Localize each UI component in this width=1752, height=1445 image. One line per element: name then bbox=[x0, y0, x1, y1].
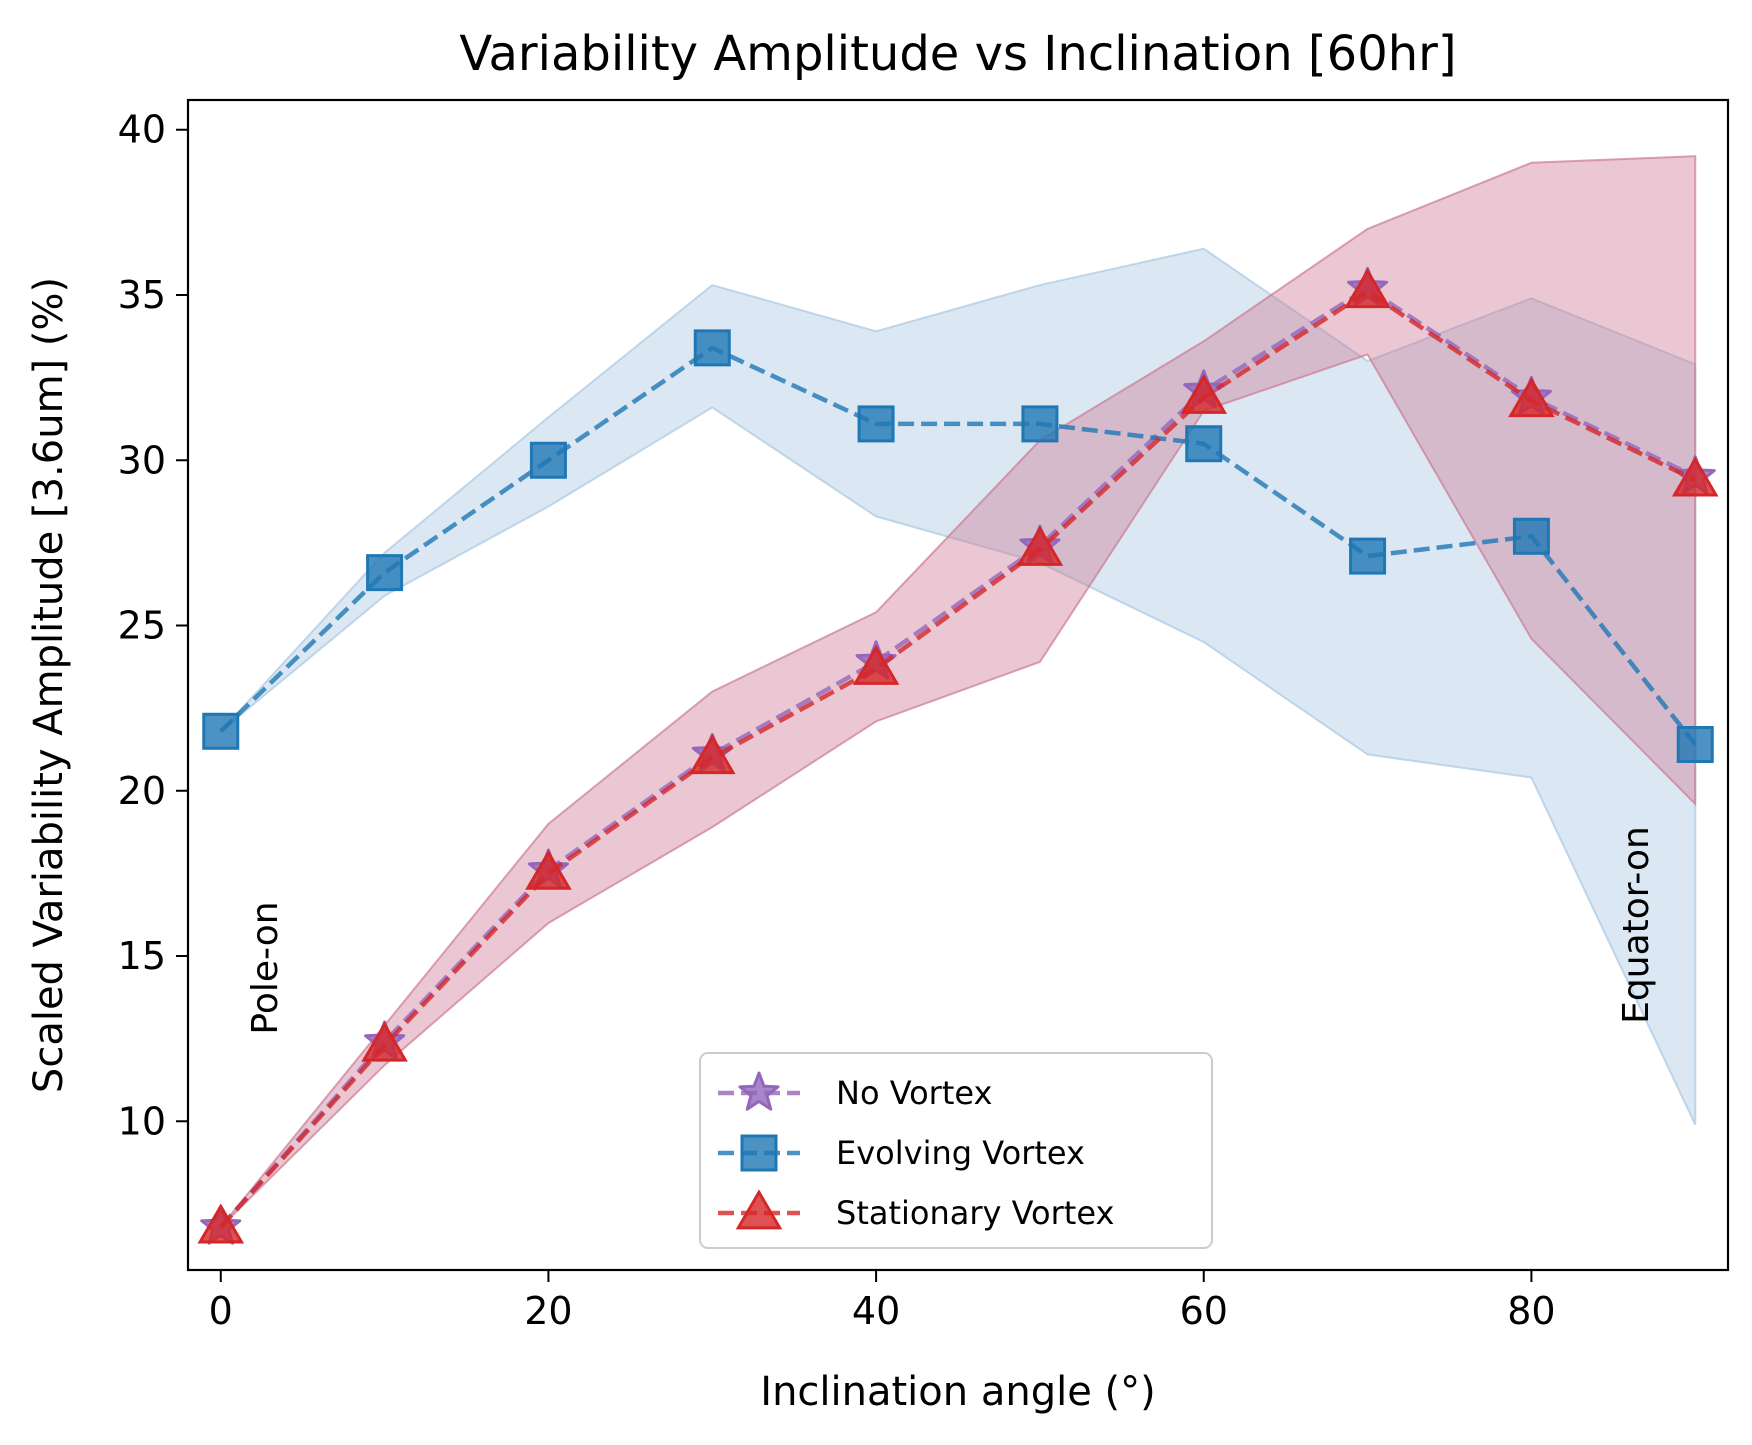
point-stationary-vortex-30 bbox=[688, 734, 736, 775]
point-stationary-vortex-90 bbox=[1671, 456, 1719, 497]
series-group bbox=[197, 266, 1719, 1245]
x-tick-label: 40 bbox=[852, 1289, 900, 1333]
legend-label: Evolving Vortex bbox=[836, 1134, 1085, 1172]
line-evolving-vortex bbox=[219, 345, 1698, 746]
y-tick-label: 20 bbox=[118, 769, 166, 813]
point-evolving-vortex-90 bbox=[1676, 725, 1714, 763]
y-tick-label: 25 bbox=[118, 604, 166, 648]
series-stationary-vortex bbox=[197, 268, 1719, 1244]
x-tick-label: 60 bbox=[1180, 1289, 1228, 1333]
y-axis-ticks: 10 15 20 25 30 35 40 bbox=[118, 108, 188, 1143]
point-evolving-vortex-50 bbox=[1021, 405, 1059, 443]
point-evolving-vortex-30 bbox=[693, 329, 731, 367]
x-tick-label: 0 bbox=[209, 1289, 233, 1333]
legend-label: No Vortex bbox=[836, 1074, 992, 1112]
point-stationary-vortex-0 bbox=[197, 1203, 245, 1244]
point-stationary-vortex-50 bbox=[1016, 525, 1064, 566]
plot-frame bbox=[186, 98, 1730, 1272]
x-axis-label: Inclination angle (°) bbox=[760, 1369, 1155, 1415]
legend-marker bbox=[738, 1071, 780, 1111]
annotation-equator-on: Equator-on bbox=[1616, 826, 1657, 1024]
point-evolving-vortex-0 bbox=[202, 712, 240, 750]
point-stationary-vortex-80 bbox=[1508, 377, 1555, 418]
y-tick-label: 40 bbox=[118, 108, 166, 152]
point-evolving-vortex-20 bbox=[529, 441, 567, 479]
legend-entry-stationary-vortex: Stationary Vortex bbox=[718, 1189, 1114, 1232]
point-evolving-vortex-70 bbox=[1349, 537, 1387, 575]
point-evolving-vortex-40 bbox=[857, 405, 895, 443]
y-axis-label: Scaled Variability Amplitude [3.6um] (%) bbox=[26, 277, 72, 1093]
y-tick-label: 30 bbox=[118, 438, 166, 482]
point-evolving-vortex-80 bbox=[1512, 517, 1550, 555]
y-tick-label: 15 bbox=[118, 934, 166, 978]
legend-label: Stationary Vortex bbox=[836, 1194, 1114, 1232]
x-tick-label: 20 bbox=[524, 1289, 572, 1333]
chart-title: Variability Amplitude vs Inclination [60… bbox=[459, 26, 1456, 82]
point-stationary-vortex-20 bbox=[525, 849, 572, 890]
legend-entries: No Vortex Evolving Vortex Stationary Vorte… bbox=[718, 1071, 1114, 1232]
point-stationary-vortex-70 bbox=[1344, 268, 1391, 309]
legend-entry-no-vortex: No Vortex bbox=[718, 1071, 992, 1112]
point-stationary-vortex-10 bbox=[361, 1021, 408, 1062]
legend-marker bbox=[735, 1189, 783, 1230]
y-tick-label: 10 bbox=[118, 1099, 166, 1143]
y-tick-label: 35 bbox=[118, 273, 166, 317]
point-evolving-vortex-60 bbox=[1185, 425, 1223, 463]
series-evolving-vortex bbox=[202, 329, 1714, 763]
point-evolving-vortex-10 bbox=[366, 554, 404, 592]
x-tick-label: 80 bbox=[1507, 1289, 1555, 1333]
annotation-pole-on: Pole-on bbox=[245, 901, 286, 1034]
legend-entry-evolving-vortex: Evolving Vortex bbox=[718, 1134, 1085, 1172]
legend-box bbox=[699, 1052, 1213, 1249]
x-axis-ticks: 0 20 40 60 80 bbox=[209, 1270, 1556, 1333]
line-stationary-vortex bbox=[219, 289, 1697, 1229]
legend-marker bbox=[740, 1134, 778, 1172]
legend: No Vortex Evolving Vortex Stationary Vorte… bbox=[699, 1052, 1213, 1249]
point-stationary-vortex-60 bbox=[1180, 373, 1228, 414]
point-stationary-vortex-40 bbox=[852, 644, 900, 685]
line-no-vortex bbox=[219, 285, 1697, 1229]
